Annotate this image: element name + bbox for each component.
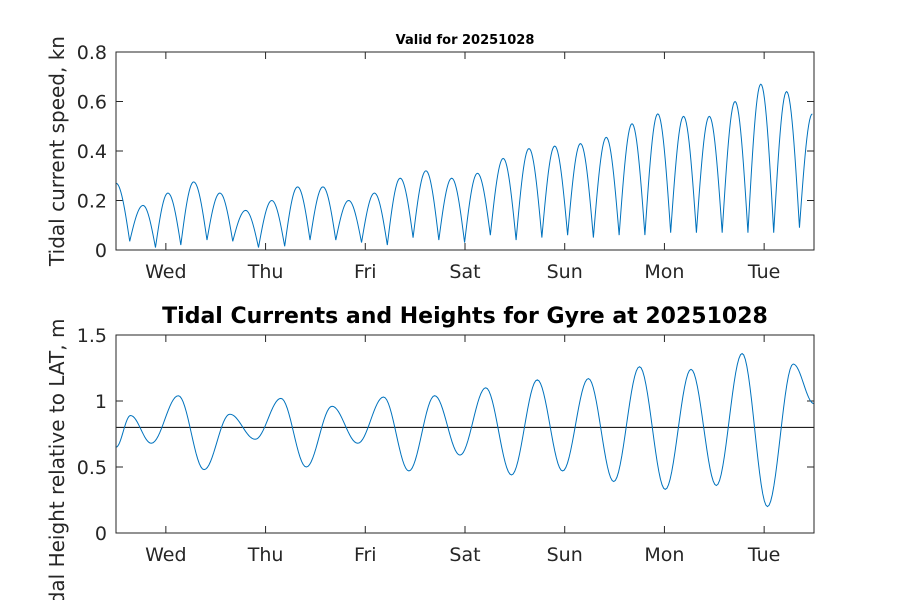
x-tick-label: Fri: [354, 544, 377, 566]
height-tick-labels: Wed Thu Fri Sat Sun Mon Tue 0 0.5 1 1.5: [77, 325, 781, 566]
y-tick-label: 0.6: [77, 92, 107, 114]
speed-tick-labels: Wed Thu Fri Sat Sun Mon Tue 0 0.2 0.4 0.6 0.8: [77, 42, 781, 283]
height-ylabel: Tidal Height relative to LAT, m: [45, 319, 69, 600]
height-series-line: [115, 352, 815, 508]
speed-series-line: [115, 83, 813, 248]
speed-axis-ticks: [116, 51, 814, 251]
x-tick-label: Mon: [644, 544, 684, 566]
y-tick-label: 0.8: [77, 42, 107, 64]
y-tick-label: 0: [95, 523, 107, 545]
x-tick-label: Wed: [145, 544, 186, 566]
speed-axes-box: [115, 51, 815, 251]
y-tick-label: 1: [95, 391, 107, 413]
x-tick-label: Tue: [747, 261, 780, 283]
x-tick-label: Sat: [449, 544, 480, 566]
x-tick-label: Fri: [354, 261, 377, 283]
x-tick-label: Thu: [247, 261, 284, 283]
x-tick-label: Sat: [449, 261, 480, 283]
speed-ylabel: Tidal current speed, kn: [45, 36, 69, 267]
x-tick-label: Thu: [247, 544, 284, 566]
speed-chart-title: Valid for 20251028: [396, 33, 535, 48]
speed-chart: Valid for 20251028 Wed Thu Fri Sat Sun Mon Tue…: [45, 33, 815, 283]
y-tick-label: 0.4: [77, 141, 107, 163]
y-tick-label: 0.2: [77, 191, 107, 213]
x-tick-label: Wed: [145, 261, 186, 283]
y-tick-label: 0: [95, 240, 107, 262]
height-axis-ticks: [116, 334, 814, 534]
x-tick-label: Sun: [547, 544, 583, 566]
y-tick-label: 0.5: [77, 457, 107, 479]
x-tick-label: Tue: [747, 544, 780, 566]
x-tick-label: Sun: [547, 261, 583, 283]
y-tick-label: 1.5: [77, 325, 107, 347]
height-chart-title: Tidal Currents and Heights for Gyre at 2…: [162, 304, 768, 329]
height-chart: Tidal Currents and Heights for Gyre at 2…: [45, 304, 815, 600]
x-tick-label: Mon: [644, 261, 684, 283]
height-axes-box: [115, 334, 815, 534]
